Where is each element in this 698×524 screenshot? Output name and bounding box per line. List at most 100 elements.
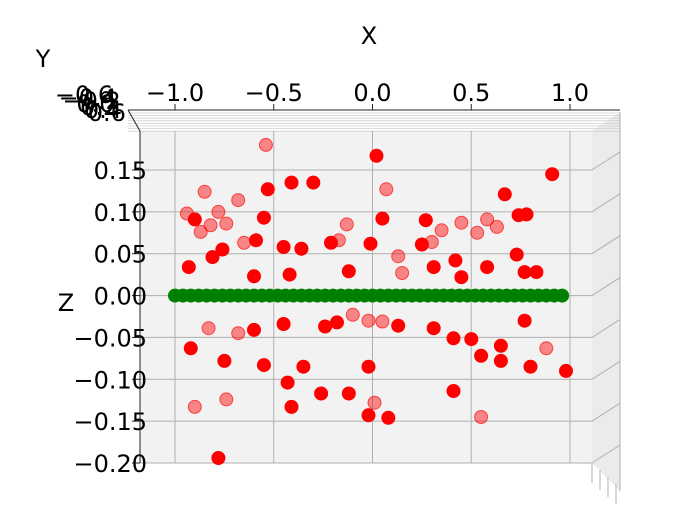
red-point [517, 313, 532, 328]
z-gridline-side [591, 444, 621, 464]
red-point [539, 341, 554, 356]
red-point [424, 235, 439, 249]
z-gridline-side [591, 193, 621, 213]
red-point [181, 260, 196, 275]
red-point [375, 314, 390, 329]
red-point [314, 386, 329, 401]
x-tick-label: 0.5 [452, 79, 490, 107]
red-point [395, 266, 410, 280]
red-point [464, 332, 479, 347]
red-point [280, 375, 295, 390]
red-point [339, 217, 354, 232]
red-point [426, 321, 441, 336]
red-point [193, 224, 208, 239]
red-point [341, 386, 356, 401]
red-point [480, 260, 495, 275]
y-tick-label: 0.2 [80, 93, 118, 121]
red-point [237, 235, 252, 250]
red-point [369, 148, 384, 163]
x-tick-label: 1.0 [551, 79, 589, 107]
x-tick-label: 0.0 [353, 79, 391, 107]
z-gridline-side [591, 151, 621, 171]
red-point [474, 410, 489, 424]
red-point [497, 187, 512, 202]
red-point [363, 236, 378, 251]
red-point [282, 267, 297, 282]
red-point [426, 260, 441, 275]
z-tick-label: −0.05 [73, 324, 147, 352]
red-point [219, 216, 234, 231]
red-point [379, 182, 394, 197]
red-point [260, 182, 275, 197]
red-point [197, 184, 212, 199]
red-point [361, 313, 376, 328]
red-point [375, 211, 390, 226]
y-tick-label: 0.4 [84, 96, 122, 124]
green-point [555, 288, 570, 303]
red-point [331, 233, 346, 248]
y-tick-label: 0.0 [76, 90, 114, 118]
y-tick-label: 0.6 [88, 99, 126, 127]
red-point [258, 137, 273, 152]
red-point [183, 341, 198, 356]
red-point [454, 270, 469, 285]
y-tick-label: −0.4 [59, 84, 117, 112]
red-point [493, 338, 508, 353]
red-point [296, 359, 311, 374]
red-point [211, 204, 226, 219]
red-point [345, 307, 360, 322]
x-tick-label: −1.0 [146, 79, 204, 107]
red-point [318, 319, 333, 334]
red-point [256, 210, 271, 225]
red-point [205, 250, 220, 265]
red-point [276, 240, 291, 254]
red-point [517, 265, 532, 280]
red-point [434, 223, 449, 238]
red-point [446, 384, 461, 398]
z-tick-label: 0.15 [94, 157, 147, 185]
z-tick-label: 0.05 [94, 241, 147, 269]
red-point [341, 264, 356, 279]
red-point [219, 392, 234, 407]
red-point [361, 359, 376, 374]
red-point [470, 225, 485, 240]
red-point [529, 265, 544, 280]
red-point [418, 213, 433, 228]
red-point [446, 331, 461, 346]
side-pane [592, 112, 620, 491]
z-tick-label: −0.20 [73, 450, 147, 478]
red-point [284, 175, 299, 190]
red-point [211, 451, 226, 465]
red-point [381, 410, 396, 425]
y-tick-label: −0.6 [55, 81, 113, 109]
red-point [324, 235, 338, 250]
red-point [247, 322, 261, 337]
red-point [330, 315, 344, 330]
red-point [249, 233, 263, 248]
red-point [306, 175, 321, 190]
red-point [284, 399, 299, 414]
red-point [231, 193, 246, 208]
red-point [493, 353, 508, 368]
x-tick-label: −0.5 [245, 79, 303, 107]
red-point [559, 363, 573, 378]
z-tick-label: 0.10 [94, 199, 147, 227]
red-point [187, 212, 202, 227]
z-gridline-side [591, 319, 621, 338]
red-point [215, 242, 230, 257]
z-gridline-side [591, 277, 621, 296]
z-gridline-side [591, 360, 621, 380]
x-axis-label: X [361, 22, 377, 50]
red-point [391, 249, 406, 264]
red-point [276, 317, 291, 331]
z-gridline-side [591, 402, 621, 422]
z-axis-label: Z [58, 289, 74, 317]
red-point [509, 247, 524, 262]
z-tick-label: −0.15 [73, 408, 147, 436]
red-point [391, 318, 406, 333]
red-point [256, 358, 271, 373]
red-point [187, 399, 202, 414]
red-point [523, 359, 538, 374]
